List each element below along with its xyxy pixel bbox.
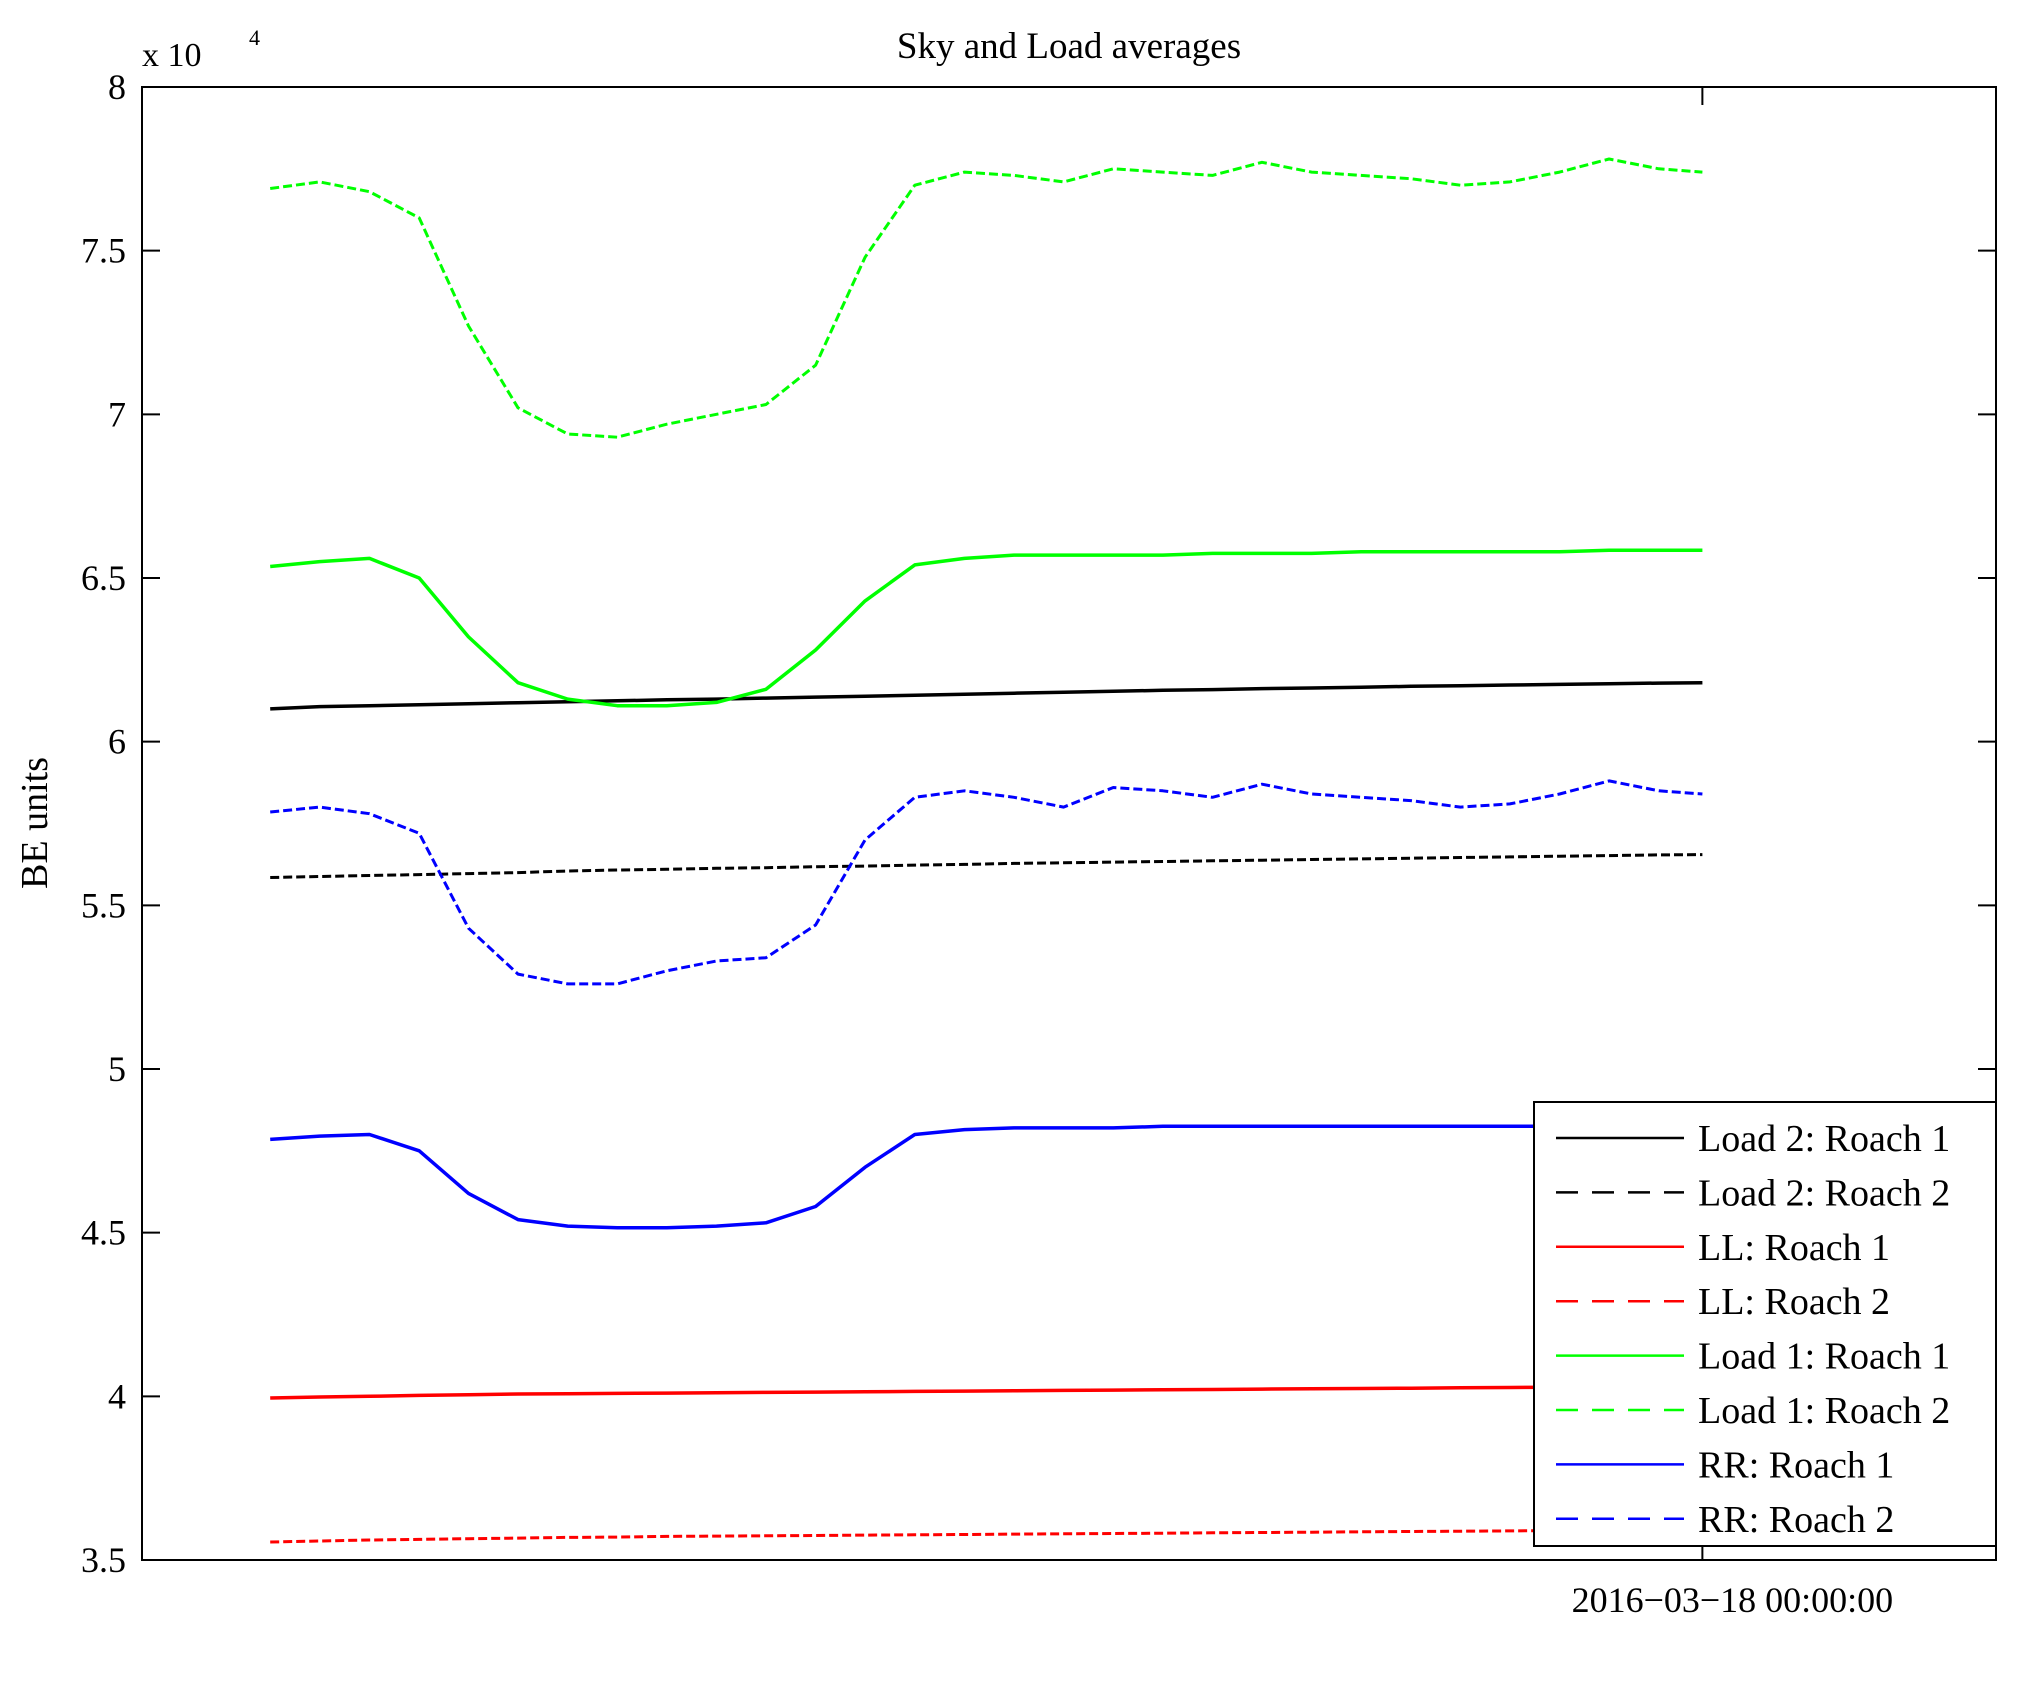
y-tick-label: 5 xyxy=(108,1049,126,1089)
y-axis-multiplier-exponent: 4 xyxy=(249,25,260,50)
series-layer xyxy=(270,157,1703,1544)
legend-entry: Load 2: Roach 1 xyxy=(1698,1118,1950,1160)
legend-entry: RR: Roach 2 xyxy=(1698,1499,1894,1541)
y-tick-label: 8 xyxy=(108,67,126,107)
series-line-6 xyxy=(270,157,1703,439)
legend: Load 2: Roach 1 Load 2: Roach 2 LL: Roach … xyxy=(1533,1101,1997,1547)
legend-entry: LL: Roach 1 xyxy=(1698,1227,1890,1269)
legend-entry: LL: Roach 2 xyxy=(1698,1281,1890,1323)
series-line-3 xyxy=(270,1384,1703,1400)
y-tick-label: 6 xyxy=(108,722,126,762)
legend-entry: RR: Roach 1 xyxy=(1698,1444,1894,1486)
series-line-5 xyxy=(270,548,1703,708)
y-tick-label: 6.5 xyxy=(81,558,126,598)
series-line-2 xyxy=(270,853,1703,879)
x-tick-label: 2016−03−18 00:00:00 xyxy=(1572,1580,1894,1620)
series-line-1 xyxy=(270,680,1703,711)
series-line-7 xyxy=(270,1124,1703,1230)
y-tick-label: 3.5 xyxy=(81,1540,126,1580)
y-axis-label: BE units xyxy=(14,757,56,889)
series-line-8 xyxy=(270,779,1703,986)
chart-title: Sky and Load averages xyxy=(897,26,1241,67)
legend-entry: Load 1: Roach 2 xyxy=(1698,1390,1950,1432)
series-line-4 xyxy=(270,1528,1703,1544)
ticks-layer: 3.5 4 4.5 5 5.5 6 6.5 7 7.5 8 2016−03−18 00:00:00 xyxy=(81,67,1996,1620)
legend-entry: Load 2: Roach 2 xyxy=(1698,1172,1950,1214)
y-tick-label: 4 xyxy=(108,1376,126,1416)
axes-box xyxy=(141,86,1997,1561)
y-tick-label: 7.5 xyxy=(81,231,126,271)
y-axis-multiplier: x 10 xyxy=(142,37,202,74)
y-tick-label: 7 xyxy=(108,394,126,434)
legend-box xyxy=(1533,1101,1997,1547)
y-tick-label: 4.5 xyxy=(81,1213,126,1253)
y-tick-label: 5.5 xyxy=(81,885,126,925)
legend-entry: Load 1: Roach 1 xyxy=(1698,1336,1950,1378)
